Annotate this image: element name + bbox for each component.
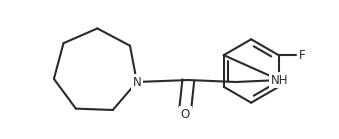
Text: O: O	[181, 108, 190, 121]
Text: F: F	[299, 49, 306, 62]
Text: NH: NH	[271, 74, 288, 86]
Text: N: N	[133, 75, 141, 89]
